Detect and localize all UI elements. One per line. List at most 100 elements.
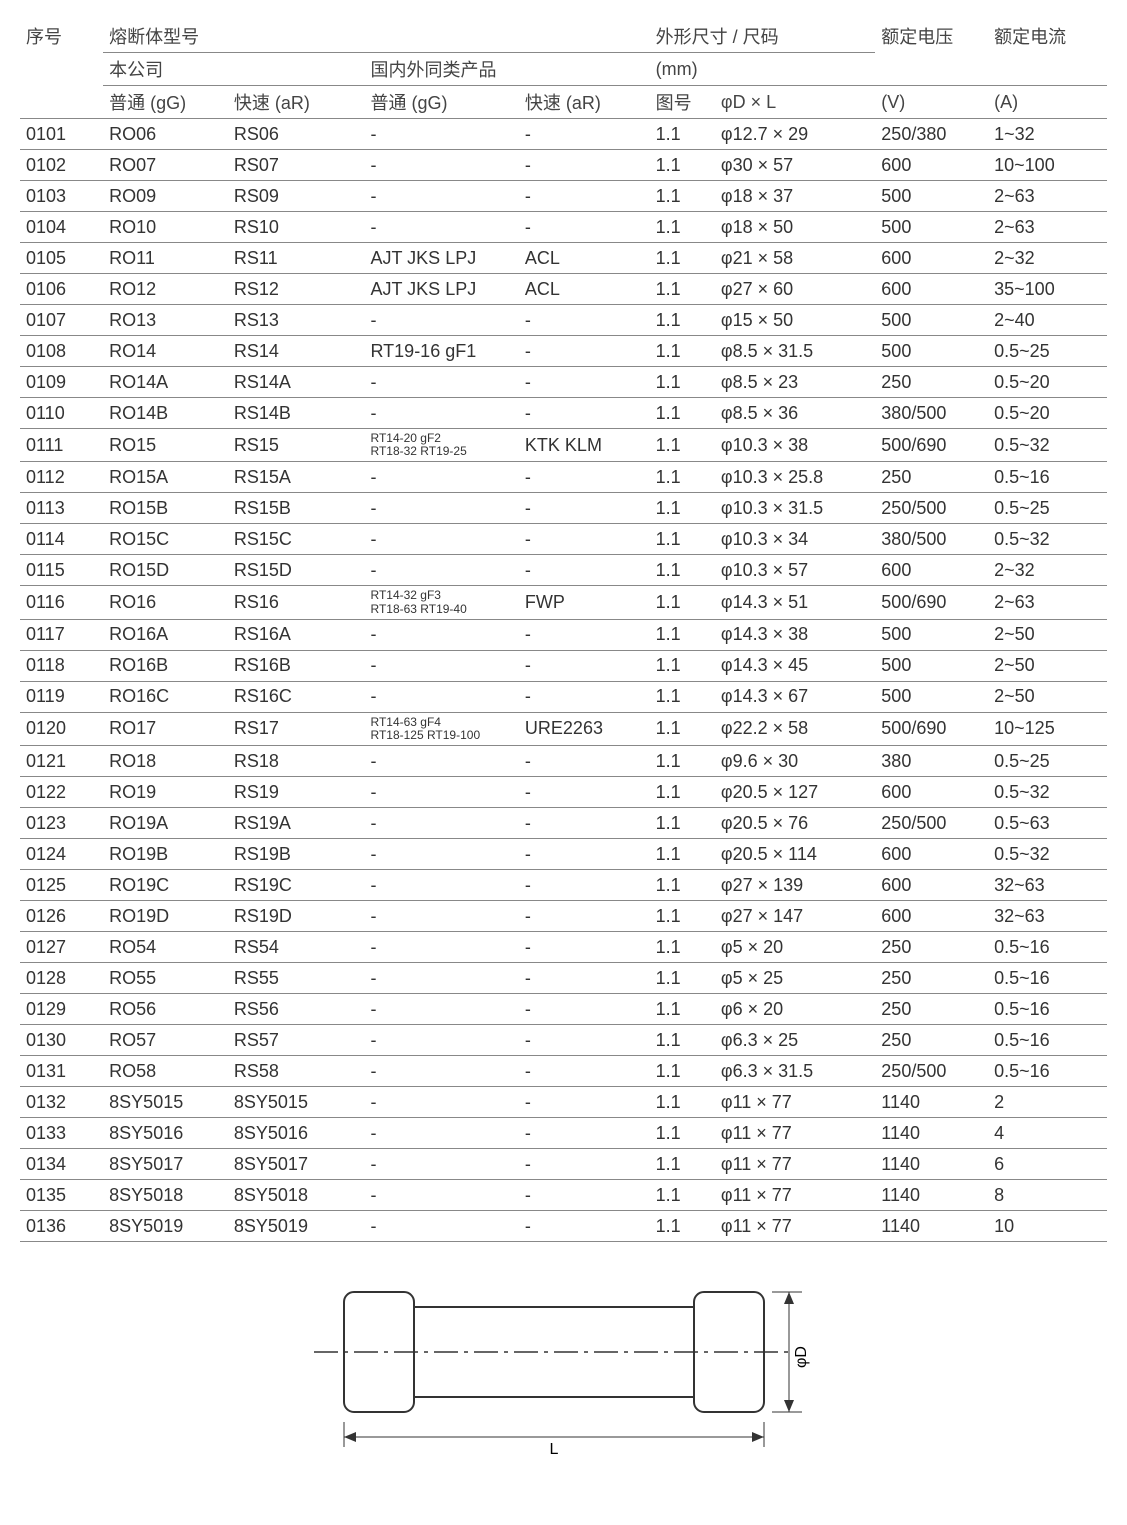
cell-seq: 0111: [20, 429, 103, 462]
cell-seq: 0132: [20, 1087, 103, 1118]
cell-gg1: RO09: [103, 181, 228, 212]
cell-ar1: RS11: [228, 243, 365, 274]
cell-dl: φ27 × 139: [715, 870, 875, 901]
hdr-ours: 本公司: [103, 53, 364, 86]
cell-gg1: RO19C: [103, 870, 228, 901]
cell-v: 500: [875, 212, 988, 243]
cell-a: 0.5~25: [988, 493, 1107, 524]
cell-gg1: RO07: [103, 150, 228, 181]
cell-ar2: -: [519, 212, 650, 243]
cell-dl: φ14.3 × 38: [715, 619, 875, 650]
cell-fig: 1.1: [650, 555, 715, 586]
cell-v: 1140: [875, 1149, 988, 1180]
cell-seq: 0122: [20, 777, 103, 808]
cell-a: 0.5~16: [988, 1056, 1107, 1087]
cell-ar1: RS55: [228, 963, 365, 994]
cell-v: 1140: [875, 1118, 988, 1149]
cell-dl: φ5 × 25: [715, 963, 875, 994]
cell-dl: φ18 × 37: [715, 181, 875, 212]
cell-a: 32~63: [988, 901, 1107, 932]
cell-v: 250: [875, 963, 988, 994]
cell-gg2: -: [365, 808, 519, 839]
cell-ar2: -: [519, 839, 650, 870]
cell-fig: 1.1: [650, 305, 715, 336]
cell-dl: φ14.3 × 67: [715, 681, 875, 712]
cell-gg1: RO14A: [103, 367, 228, 398]
cell-ar2: -: [519, 1211, 650, 1242]
cell-ar2: -: [519, 963, 650, 994]
cell-dl: φ6.3 × 31.5: [715, 1056, 875, 1087]
cell-gg2: -: [365, 963, 519, 994]
cell-v: 1140: [875, 1180, 988, 1211]
cell-seq: 0131: [20, 1056, 103, 1087]
cell-dl: φ9.6 × 30: [715, 746, 875, 777]
cell-dl: φ21 × 58: [715, 243, 875, 274]
cell-ar2: ACL: [519, 243, 650, 274]
table-row: 0129RO56RS56--1.1φ6 × 202500.5~16: [20, 994, 1107, 1025]
hdr-amp: 额定电流: [988, 20, 1107, 86]
cell-v: 250/500: [875, 1056, 988, 1087]
cell-gg1: RO15: [103, 429, 228, 462]
cell-fig: 1.1: [650, 212, 715, 243]
table-row: 0109RO14ARS14A--1.1φ8.5 × 232500.5~20: [20, 367, 1107, 398]
cell-seq: 0113: [20, 493, 103, 524]
hdr-ar2: 快速 (aR): [519, 86, 650, 119]
cell-ar2: -: [519, 150, 650, 181]
cell-a: 2~40: [988, 305, 1107, 336]
cell-seq: 0102: [20, 150, 103, 181]
cell-v: 500: [875, 650, 988, 681]
cell-a: 4: [988, 1118, 1107, 1149]
cell-ar1: RS15C: [228, 524, 365, 555]
cell-ar2: -: [519, 619, 650, 650]
cell-a: 10~125: [988, 712, 1107, 745]
cell-dl: φ10.3 × 57: [715, 555, 875, 586]
cell-v: 380/500: [875, 398, 988, 429]
cell-v: 250: [875, 462, 988, 493]
cell-gg2: -: [365, 777, 519, 808]
cell-ar1: RS09: [228, 181, 365, 212]
cell-fig: 1.1: [650, 808, 715, 839]
cell-fig: 1.1: [650, 932, 715, 963]
cell-ar2: URE2263: [519, 712, 650, 745]
cell-seq: 0120: [20, 712, 103, 745]
cell-ar2: -: [519, 650, 650, 681]
cell-ar1: RS15A: [228, 462, 365, 493]
cell-dl: φ14.3 × 51: [715, 586, 875, 619]
cell-gg2: -: [365, 650, 519, 681]
cell-dl: φ18 × 50: [715, 212, 875, 243]
cell-dl: φ6.3 × 25: [715, 1025, 875, 1056]
cell-ar1: RS58: [228, 1056, 365, 1087]
cell-fig: 1.1: [650, 712, 715, 745]
cell-dl: φ6 × 20: [715, 994, 875, 1025]
cell-gg1: RO19: [103, 777, 228, 808]
cell-dl: φ11 × 77: [715, 1087, 875, 1118]
cell-ar1: RS16B: [228, 650, 365, 681]
cell-v: 1140: [875, 1211, 988, 1242]
cell-gg1: 8SY5017: [103, 1149, 228, 1180]
cell-ar2: -: [519, 1087, 650, 1118]
cell-gg2: -: [365, 932, 519, 963]
hdr-fig: 图号: [650, 86, 715, 119]
cell-gg1: RO15D: [103, 555, 228, 586]
cell-gg2: -: [365, 1087, 519, 1118]
cell-ar2: KTK KLM: [519, 429, 650, 462]
cell-ar2: -: [519, 493, 650, 524]
cell-dl: φ10.3 × 38: [715, 429, 875, 462]
table-row: 0125RO19CRS19C--1.1φ27 × 13960032~63: [20, 870, 1107, 901]
cell-ar2: -: [519, 305, 650, 336]
cell-a: 32~63: [988, 870, 1107, 901]
cell-ar2: ACL: [519, 274, 650, 305]
cell-seq: 0121: [20, 746, 103, 777]
cell-dl: φ8.5 × 31.5: [715, 336, 875, 367]
cell-dl: φ15 × 50: [715, 305, 875, 336]
table-row: 0126RO19DRS19D--1.1φ27 × 14760032~63: [20, 901, 1107, 932]
cell-seq: 0123: [20, 808, 103, 839]
cell-fig: 1.1: [650, 429, 715, 462]
table-row: 0105RO11RS11AJT JKS LPJACL1.1φ21 × 58600…: [20, 243, 1107, 274]
cell-ar1: RS15D: [228, 555, 365, 586]
cell-seq: 0136: [20, 1211, 103, 1242]
cell-ar2: -: [519, 398, 650, 429]
cell-dl: φ8.5 × 36: [715, 398, 875, 429]
cell-dl: φ27 × 147: [715, 901, 875, 932]
cell-fig: 1.1: [650, 150, 715, 181]
